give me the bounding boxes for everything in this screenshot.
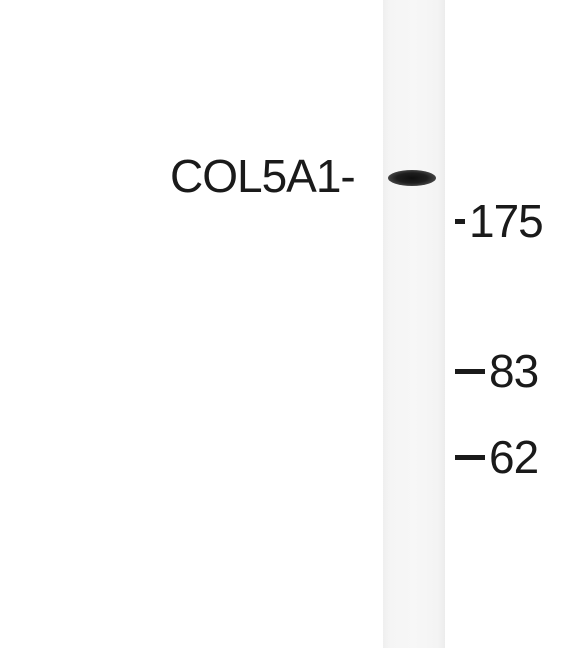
marker-tick bbox=[455, 455, 485, 461]
marker-175: 175 bbox=[455, 195, 544, 247]
protein-band bbox=[388, 170, 436, 186]
marker-62: 62 bbox=[455, 431, 539, 483]
marker-tick bbox=[455, 219, 465, 225]
band-label: COL5A1- bbox=[170, 150, 356, 202]
marker-label: 83 bbox=[489, 345, 539, 397]
marker-label: 175 bbox=[469, 195, 544, 247]
marker-83: 83 bbox=[455, 345, 539, 397]
marker-tick bbox=[455, 369, 485, 375]
marker-label: 62 bbox=[489, 431, 539, 483]
blot-lane bbox=[383, 0, 445, 648]
